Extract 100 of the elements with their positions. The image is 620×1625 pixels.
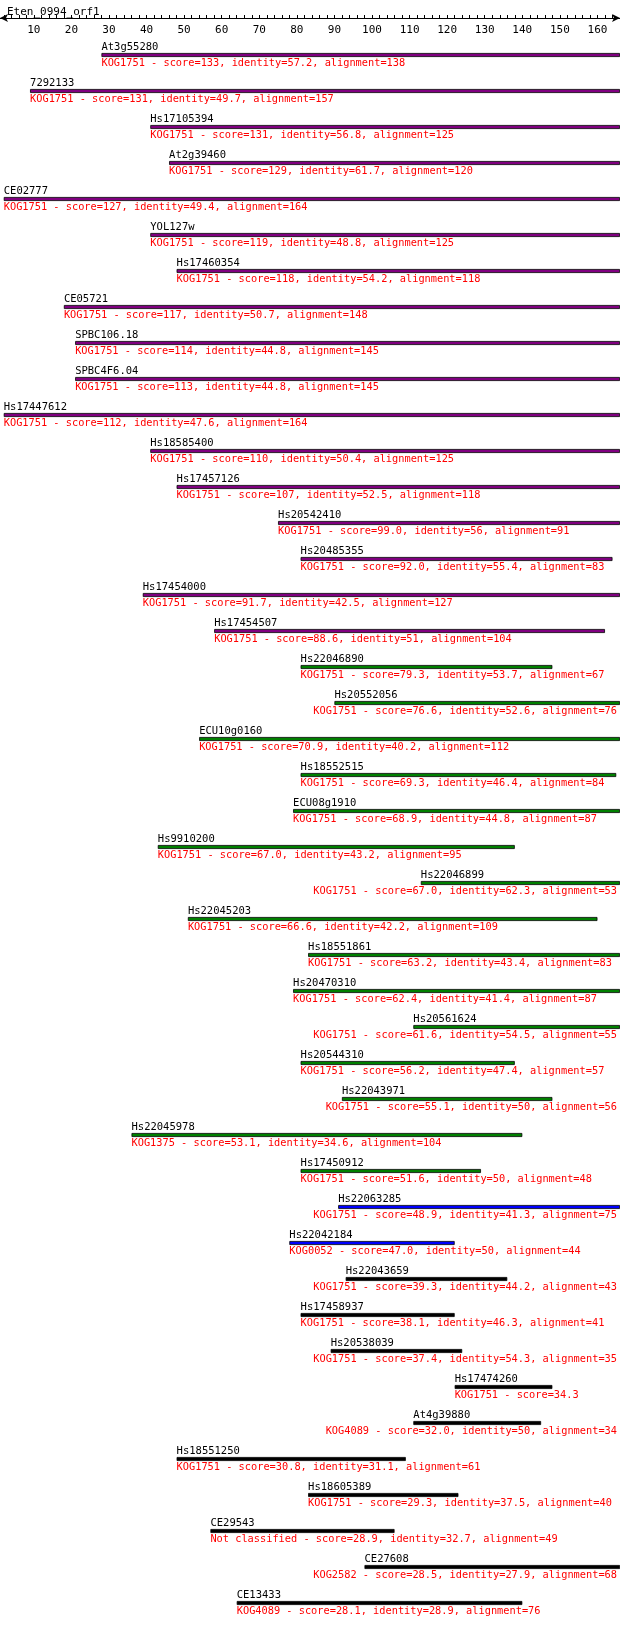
- bar: [300, 1169, 481, 1173]
- bar: [150, 125, 620, 129]
- bar: [3, 197, 620, 201]
- bar: [293, 989, 620, 993]
- data-label: KOG1751 - score=56.2, identity=47.4, alignment=57: [300, 1064, 605, 1076]
- data-label: KOG1751 - score=99.0, identity=56, alignment=91: [278, 524, 570, 536]
- data-label: KOG1751 - score=110, identity=50.4, alignment=125: [150, 452, 455, 464]
- y-tick-label: Hs17460354: [176, 255, 240, 268]
- bar: [157, 845, 515, 849]
- data-label: KOG1751 - score=112, identity=47.6, alignment=164: [3, 416, 308, 428]
- bar: [300, 1313, 455, 1317]
- bar: [300, 773, 617, 777]
- data-label: KOG1751 - score=67.0, identity=43.2, alignment=95: [157, 848, 462, 860]
- y-tick-label: Hs18552515: [300, 759, 364, 772]
- bar: [420, 881, 620, 885]
- data-label: KOG1375 - score=53.1, identity=34.6, alignment=104: [131, 1136, 442, 1148]
- bar: [236, 1601, 523, 1605]
- x-tick-label: 150: [549, 23, 570, 36]
- bar: [176, 1457, 406, 1461]
- data-label: KOG1751 - score=63.2, identity=43.4, alignment=83: [308, 956, 612, 968]
- y-tick-label: YOL127w: [150, 219, 196, 232]
- y-tick-label: CE05721: [63, 291, 109, 304]
- data-label: KOG1751 - score=79.3, identity=53.7, alignment=67: [300, 668, 605, 680]
- y-tick-label: At3g55280: [101, 39, 159, 52]
- bar: [142, 593, 620, 597]
- x-tick-label: 90: [327, 23, 342, 36]
- y-tick-label: Hs22063285: [338, 1191, 402, 1204]
- data-label: KOG1751 - score=62.4, identity=41.4, alignment=87: [293, 992, 597, 1004]
- y-tick-label: Hs20538039: [330, 1335, 394, 1348]
- x-tick-label: 50: [177, 23, 191, 36]
- bar: [308, 1493, 459, 1497]
- data-label: KOG1751 - score=119, identity=48.8, alignment=125: [150, 236, 455, 248]
- y-tick-label: Hs22043971: [341, 1083, 406, 1096]
- data-label: KOG1751 - score=92.0, identity=55.4, alignment=83: [300, 560, 605, 572]
- x-tick-label: 140: [512, 23, 533, 36]
- bar: [334, 701, 620, 705]
- y-tick-label: CE27608: [364, 1551, 409, 1564]
- data-label: KOG1751 - score=131, identity=56.8, alignment=125: [150, 128, 455, 140]
- bar: [413, 1421, 542, 1425]
- y-tick-label: ECU10g0160: [199, 723, 263, 736]
- y-tick-label: At2g39460: [169, 147, 226, 160]
- bar: [341, 1097, 553, 1101]
- data-label: KOG1751 - score=67.0, identity=62.3, alignment=53: [313, 884, 617, 896]
- y-tick-label: Hs17454507: [214, 615, 278, 628]
- y-tick-label: Hs20542410: [278, 507, 342, 520]
- bar: [150, 449, 620, 453]
- data-label: KOG1751 - score=107, identity=52.5, alignment=118: [176, 488, 481, 500]
- data-label: KOG4089 - score=32.0, identity=50, alignment=34: [325, 1424, 618, 1436]
- bar: [210, 1529, 395, 1533]
- y-tick-label: Hs17458937: [300, 1299, 364, 1312]
- data-label: KOG1751 - score=37.4, identity=54.3, alignment=35: [313, 1352, 617, 1364]
- y-tick-label: CE13433: [236, 1587, 281, 1600]
- data-label: KOG1751 - score=114, identity=44.8, alignment=145: [75, 344, 379, 356]
- data-label: KOG0052 - score=47.0, identity=50, alignment=44: [289, 1244, 581, 1256]
- data-label: KOG1751 - score=30.8, identity=31.1, alignment=61: [176, 1460, 481, 1472]
- y-tick-label: Hs22045978: [131, 1119, 195, 1132]
- x-tick-label: 130: [474, 23, 495, 36]
- data-label: KOG1751 - score=91.7, identity=42.5, alignment=127: [142, 596, 453, 608]
- bar: [214, 629, 605, 633]
- x-tick-label: 100: [362, 23, 382, 36]
- bar: [187, 917, 598, 921]
- data-label: KOG1751 - score=48.9, identity=41.3, alignment=75: [313, 1208, 617, 1220]
- x-tick-label: 70: [252, 23, 266, 36]
- y-tick-label: CE29543: [210, 1515, 255, 1528]
- y-tick-label: Hs22043659: [345, 1263, 409, 1276]
- y-tick-label: Hs9910200: [157, 831, 215, 844]
- data-label: KOG1751 - score=118, identity=54.2, alignment=118: [176, 272, 481, 284]
- bar: [364, 1565, 620, 1569]
- y-tick-label: Hs17457126: [176, 471, 240, 484]
- bar: [300, 1061, 515, 1065]
- y-tick-label: At4g39880: [413, 1407, 471, 1420]
- bar: [131, 1133, 523, 1137]
- y-tick-label: Hs18585400: [150, 435, 214, 448]
- data-label: KOG1751 - score=38.1, identity=46.3, alignment=41: [300, 1316, 605, 1328]
- bar: [289, 1241, 455, 1245]
- x-tick-label: 60: [215, 23, 229, 36]
- data-label: KOG1751 - score=51.6, identity=50, alignment=48: [300, 1172, 592, 1184]
- data-label: KOG1751 - score=39.3, identity=44.2, alignment=43: [313, 1280, 617, 1292]
- data-label: KOG1751 - score=70.9, identity=40.2, alignment=112: [199, 740, 510, 752]
- x-tick-label: 30: [102, 23, 116, 36]
- y-tick-label: SPBC4F6.04: [75, 363, 139, 376]
- y-tick-label: Hs22045203: [187, 903, 252, 916]
- data-label: KOG1751 - score=61.6, identity=54.5, alignment=55: [313, 1028, 617, 1040]
- y-tick-label: Hs20544310: [300, 1047, 364, 1060]
- y-tick-label: CE02777: [3, 183, 49, 196]
- bar: [293, 809, 620, 813]
- data-label: KOG4089 - score=28.1, identity=28.9, alignment=76: [236, 1604, 541, 1616]
- y-tick-label: Hs17105394: [150, 111, 214, 124]
- x-tick-label: 160: [587, 23, 608, 36]
- data-label: KOG2582 - score=28.5, identity=27.9, alignment=68: [313, 1568, 617, 1580]
- y-tick-label: Hs20470310: [293, 975, 357, 988]
- y-tick-label: Hs22042184: [289, 1227, 353, 1240]
- bar: [345, 1277, 508, 1281]
- bar: [176, 269, 620, 273]
- y-tick-label: Hs22046899: [420, 867, 485, 880]
- y-tick-label: Hs17454000: [142, 579, 207, 592]
- bar: [413, 1025, 620, 1029]
- data-label: KOG1751 - score=66.6, identity=42.2, alignment=109: [187, 920, 498, 932]
- data-label: KOG1751 - score=131, identity=49.7, alignment=157: [30, 92, 334, 104]
- y-tick-label: Hs18551250: [176, 1443, 240, 1456]
